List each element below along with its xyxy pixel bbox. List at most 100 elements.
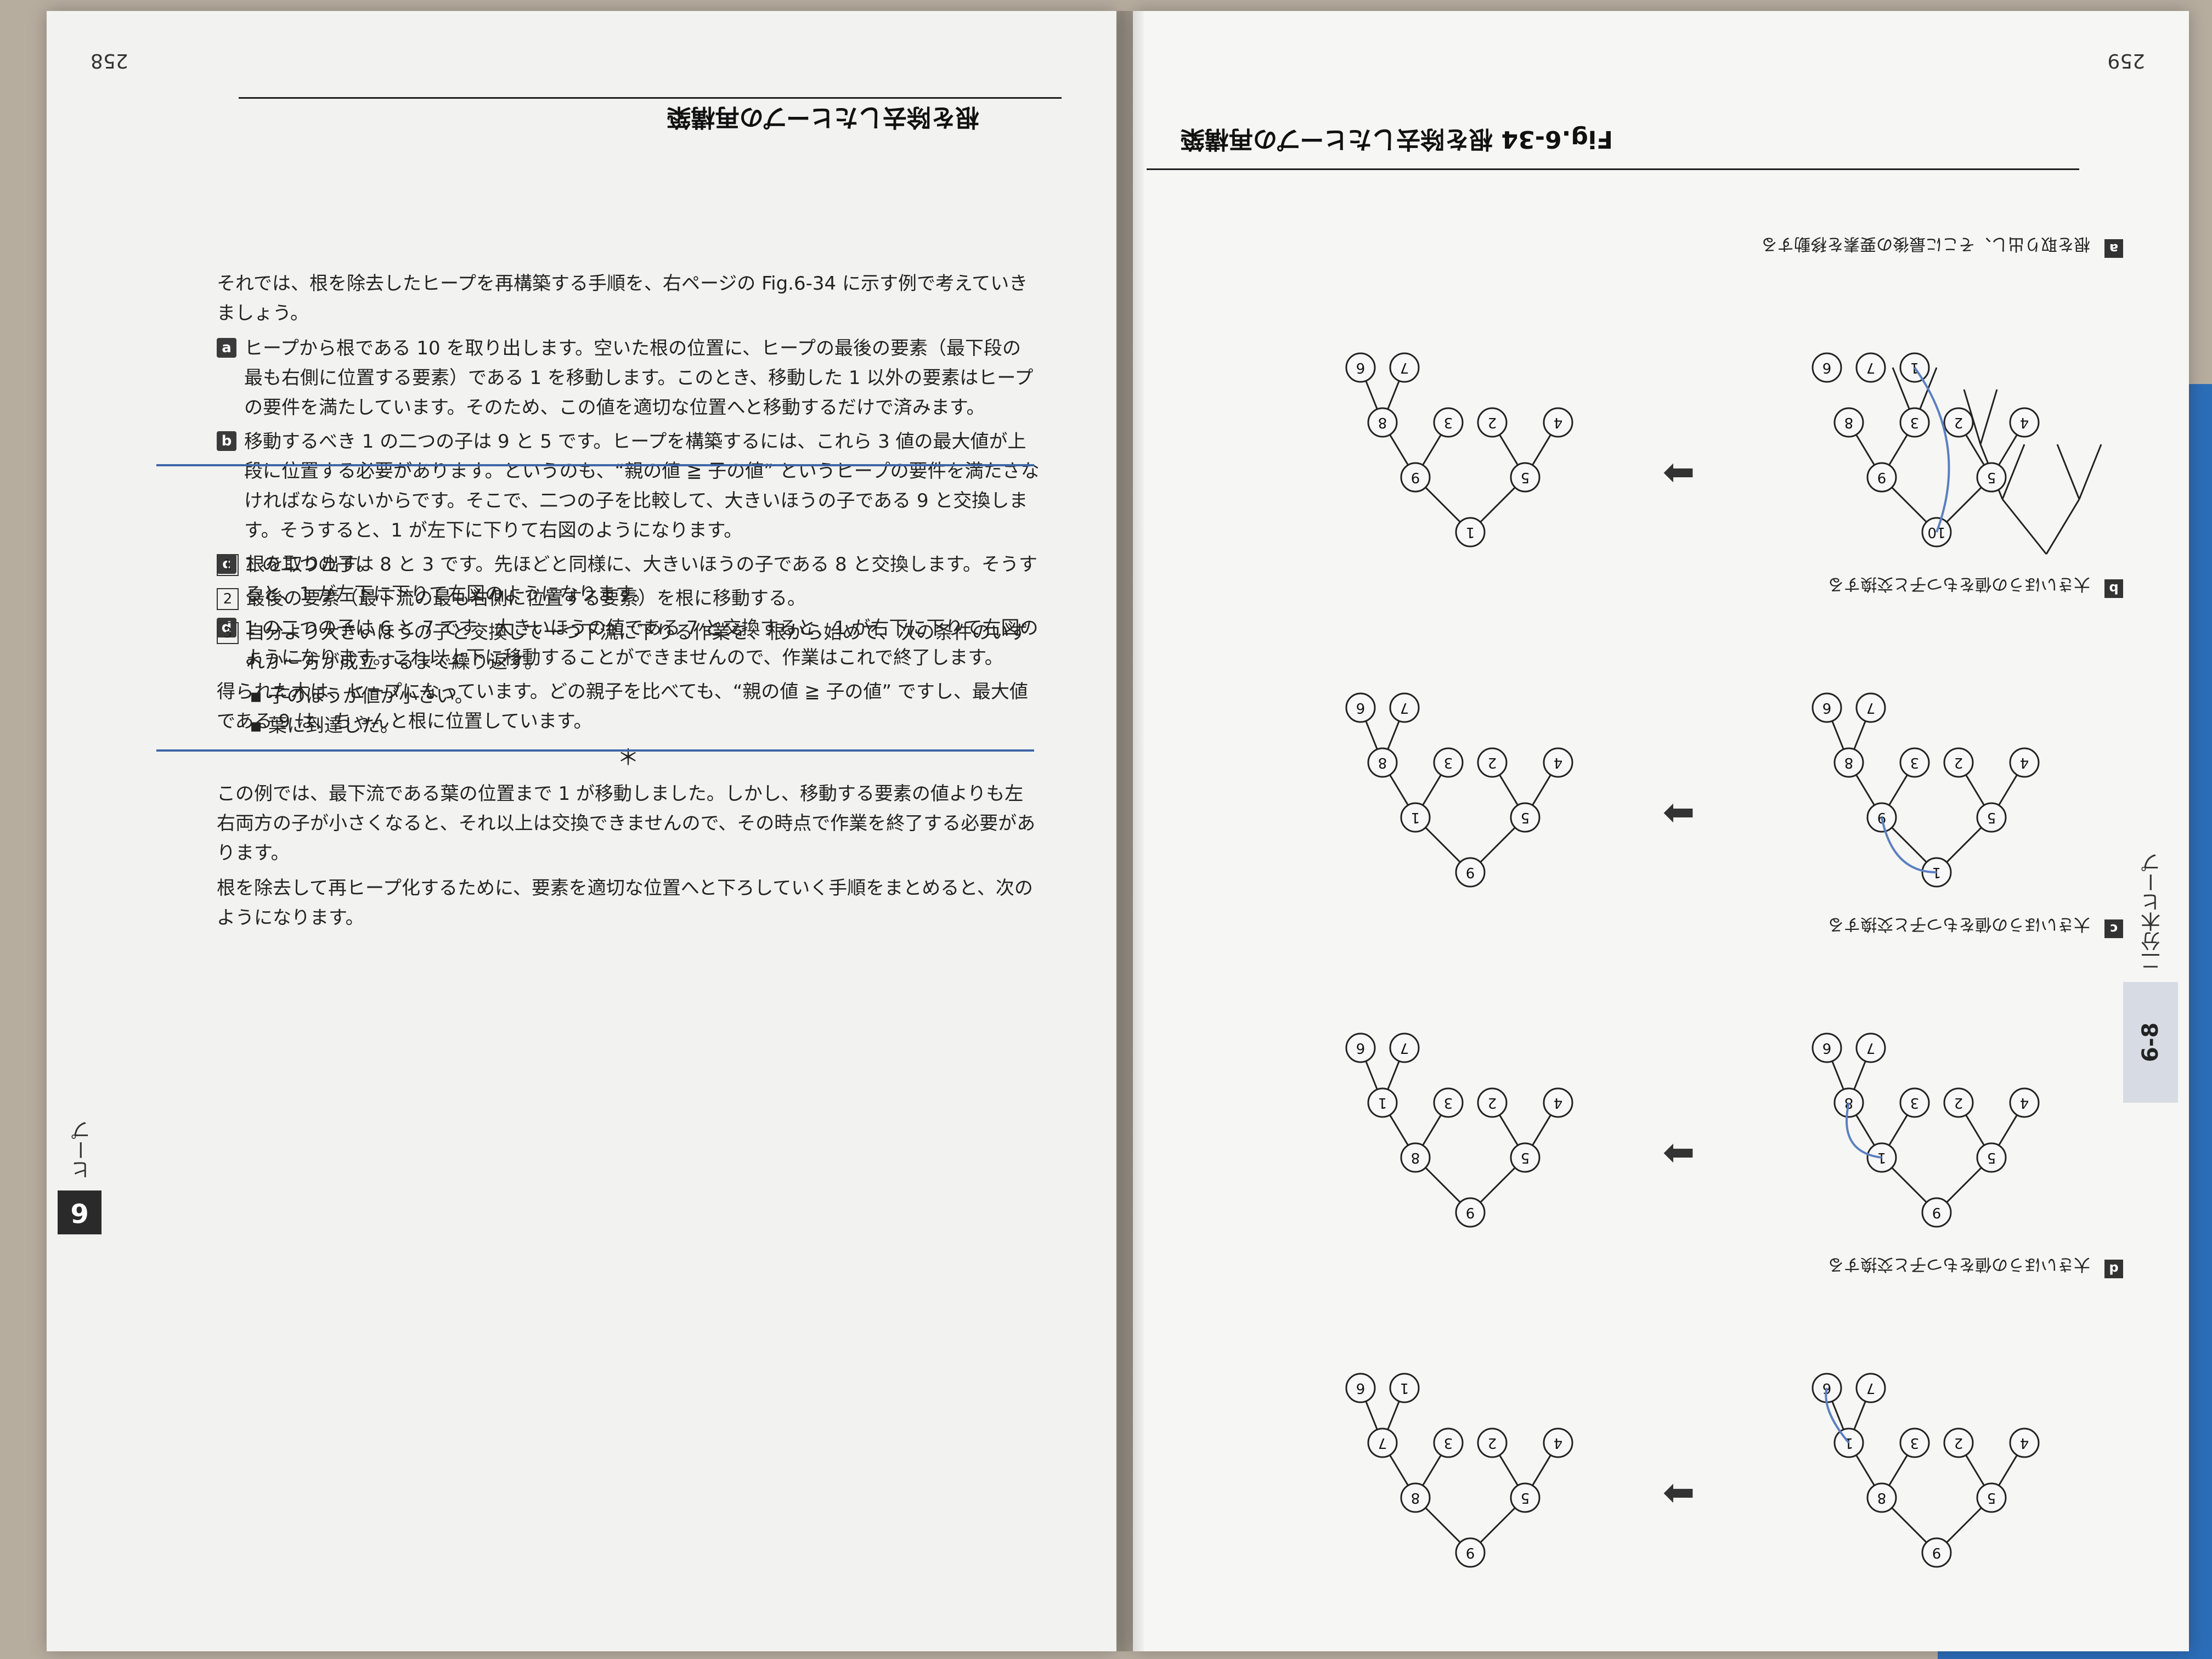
section-tab-label: 6-8 xyxy=(2138,1022,2163,1063)
summary-step-number: 1 xyxy=(217,554,239,576)
step-text: 移動するべき 1 の二つの子は 9 と 5 です。ヒープを構築するには、これら … xyxy=(244,431,1040,541)
page-number: 258 xyxy=(91,49,128,72)
tree-node: 6 xyxy=(1345,692,1376,723)
svg-text:2: 2 xyxy=(1488,1094,1497,1111)
tree-node: 6 xyxy=(1812,1032,1842,1063)
tree-node: 4 xyxy=(2009,1087,2040,1118)
svg-text:6: 6 xyxy=(1822,699,1832,716)
transition-arrow: ➡ xyxy=(1663,1472,1695,1517)
summary-step-text: 最後の要素（最下流の最も右側に位置する要素）を根に移動する。 xyxy=(246,588,806,610)
summary-step-number: 3 xyxy=(217,622,239,644)
section-title: 根を除去したヒープの再構築 xyxy=(667,103,979,131)
left-page: 259 6-8 二分木ヒープ Fig.6-34 根を除去したヒープの再構築 a … xyxy=(1133,11,2189,1651)
tree-node: 5 xyxy=(1976,1482,2007,1513)
tree-node: 4 xyxy=(2009,747,2040,778)
tree-node: 9 xyxy=(1921,1197,1952,1228)
step-a: a ヒープから根である 10 を取り出します。空いた根の位置に、ヒープの最後の要… xyxy=(217,334,1040,422)
svg-text:2: 2 xyxy=(1954,1094,1963,1111)
bullet-text: 葉に到達した。 xyxy=(268,715,399,737)
summary-step: 2 最後の要素（最下流の最も右側に位置する要素）を根に移動する。 xyxy=(217,584,1040,613)
tree-node: 7 xyxy=(1855,692,1886,723)
svg-text:3: 3 xyxy=(1444,754,1453,771)
tree-node: 5 xyxy=(1510,1142,1541,1173)
svg-text:2: 2 xyxy=(1488,1435,1497,1451)
svg-text:6: 6 xyxy=(1356,1380,1365,1396)
svg-text:9: 9 xyxy=(1932,1204,1942,1221)
svg-text:3: 3 xyxy=(1910,414,1920,431)
svg-text:7: 7 xyxy=(1400,699,1409,716)
summary-step-number: 2 xyxy=(217,588,239,610)
svg-text:8: 8 xyxy=(1844,414,1854,431)
svg-text:9: 9 xyxy=(1877,469,1887,486)
tree-node: 9 xyxy=(1400,462,1431,493)
tree-node: 7 xyxy=(1855,352,1886,383)
tree-node: 4 xyxy=(2009,407,2040,438)
svg-text:2: 2 xyxy=(1488,754,1497,771)
svg-text:9: 9 xyxy=(1411,469,1420,486)
panel-letter: c xyxy=(2104,919,2123,938)
tree-node: 3 xyxy=(1899,747,1930,778)
tree-node: 6 xyxy=(1345,352,1376,383)
svg-text:6: 6 xyxy=(1356,699,1365,716)
tree-node: 3 xyxy=(1433,407,1464,438)
svg-text:2: 2 xyxy=(1954,754,1963,771)
bullet-list: ▪ 子のほうが値が小さい。 ▪ 葉に到達した。 xyxy=(217,681,1040,741)
section-asterisk: ＊ xyxy=(617,745,639,770)
tree-node: 6 xyxy=(1812,692,1842,723)
open-book: 259 6-8 二分木ヒープ Fig.6-34 根を除去したヒープの再構築 a … xyxy=(33,11,2189,1651)
tree-node: 5 xyxy=(1510,802,1541,833)
tree-node: 2 xyxy=(1477,747,1508,778)
tree-node: 8 xyxy=(1367,407,1398,438)
title-rule xyxy=(239,97,1062,99)
caption-rule xyxy=(1147,168,2079,170)
svg-text:4: 4 xyxy=(2020,754,2029,771)
chapter-number: 6 xyxy=(58,1190,101,1234)
step-text: ヒープから根である 10 を取り出します。空いた根の位置に、ヒープの最後の要素（… xyxy=(244,337,1034,419)
tree-node: 8 xyxy=(1400,1482,1431,1513)
tree-node: 9 xyxy=(1866,462,1897,493)
svg-text:3: 3 xyxy=(1910,754,1920,771)
tree-node: 4 xyxy=(1543,407,1573,438)
tree-node: 3 xyxy=(1899,407,1930,438)
svg-text:2: 2 xyxy=(1954,1435,1963,1451)
svg-text:2: 2 xyxy=(1954,414,1963,431)
tree-node: 2 xyxy=(1477,1087,1508,1118)
tree-node: 8 xyxy=(1866,1482,1897,1513)
svg-text:3: 3 xyxy=(1910,1094,1920,1111)
svg-text:8: 8 xyxy=(1411,1489,1420,1506)
tree-node: 5 xyxy=(1510,1482,1541,1513)
side-label: 二分木ヒープ xyxy=(2141,853,2164,971)
svg-text:2: 2 xyxy=(1488,414,1497,431)
tree-c-before: 9 5 1 4 2 3 8 7 6 xyxy=(1812,1032,2040,1228)
summary-rule-top xyxy=(156,749,1034,752)
bullet-item: ▪ 葉に到達した。 xyxy=(250,715,399,737)
svg-text:5: 5 xyxy=(1521,809,1530,826)
tree-c-after: 9 5 8 4 2 3 1 7 6 xyxy=(1345,1032,1573,1228)
svg-text:5: 5 xyxy=(1987,809,1996,826)
svg-text:8: 8 xyxy=(1411,1149,1420,1166)
tree-node: 9 xyxy=(1455,857,1486,888)
summary-box: 1 根を取り出す。 2 最後の要素（最下流の最も右側に位置する要素）を根に移動す… xyxy=(217,550,1040,741)
svg-text:1: 1 xyxy=(1411,809,1420,826)
tree-node: 2 xyxy=(1943,1427,1974,1458)
tree-node: 1 xyxy=(1389,1373,1420,1403)
tree-a-after: 1 5 9 4 2 3 8 7 6 xyxy=(1345,352,1573,548)
tree-b-before: 1 5 9 4 2 3 8 7 6 xyxy=(1812,692,2040,888)
tree-node: 7 xyxy=(1389,1032,1420,1063)
svg-text:7: 7 xyxy=(1866,699,1876,716)
transition-arrow: ➡ xyxy=(1663,792,1695,837)
tree-node: 4 xyxy=(1543,1087,1573,1118)
tree-node: 8 xyxy=(1367,747,1398,778)
tree-node: 2 xyxy=(1943,407,1974,438)
tree-d-after: 9 5 8 4 2 3 7 1 6 xyxy=(1345,1373,1573,1568)
tree-node: 2 xyxy=(1477,1427,1508,1458)
svg-text:4: 4 xyxy=(1554,414,1563,431)
svg-text:9: 9 xyxy=(1466,864,1475,881)
svg-text:6: 6 xyxy=(1356,1040,1365,1056)
panel-letter: b xyxy=(2104,579,2123,598)
panel-letter: d xyxy=(2104,1260,2123,1278)
tree-node: 2 xyxy=(1943,1087,1974,1118)
svg-text:5: 5 xyxy=(1521,1149,1530,1166)
tree-node: 7 xyxy=(1389,692,1420,723)
svg-text:4: 4 xyxy=(1554,1435,1563,1451)
